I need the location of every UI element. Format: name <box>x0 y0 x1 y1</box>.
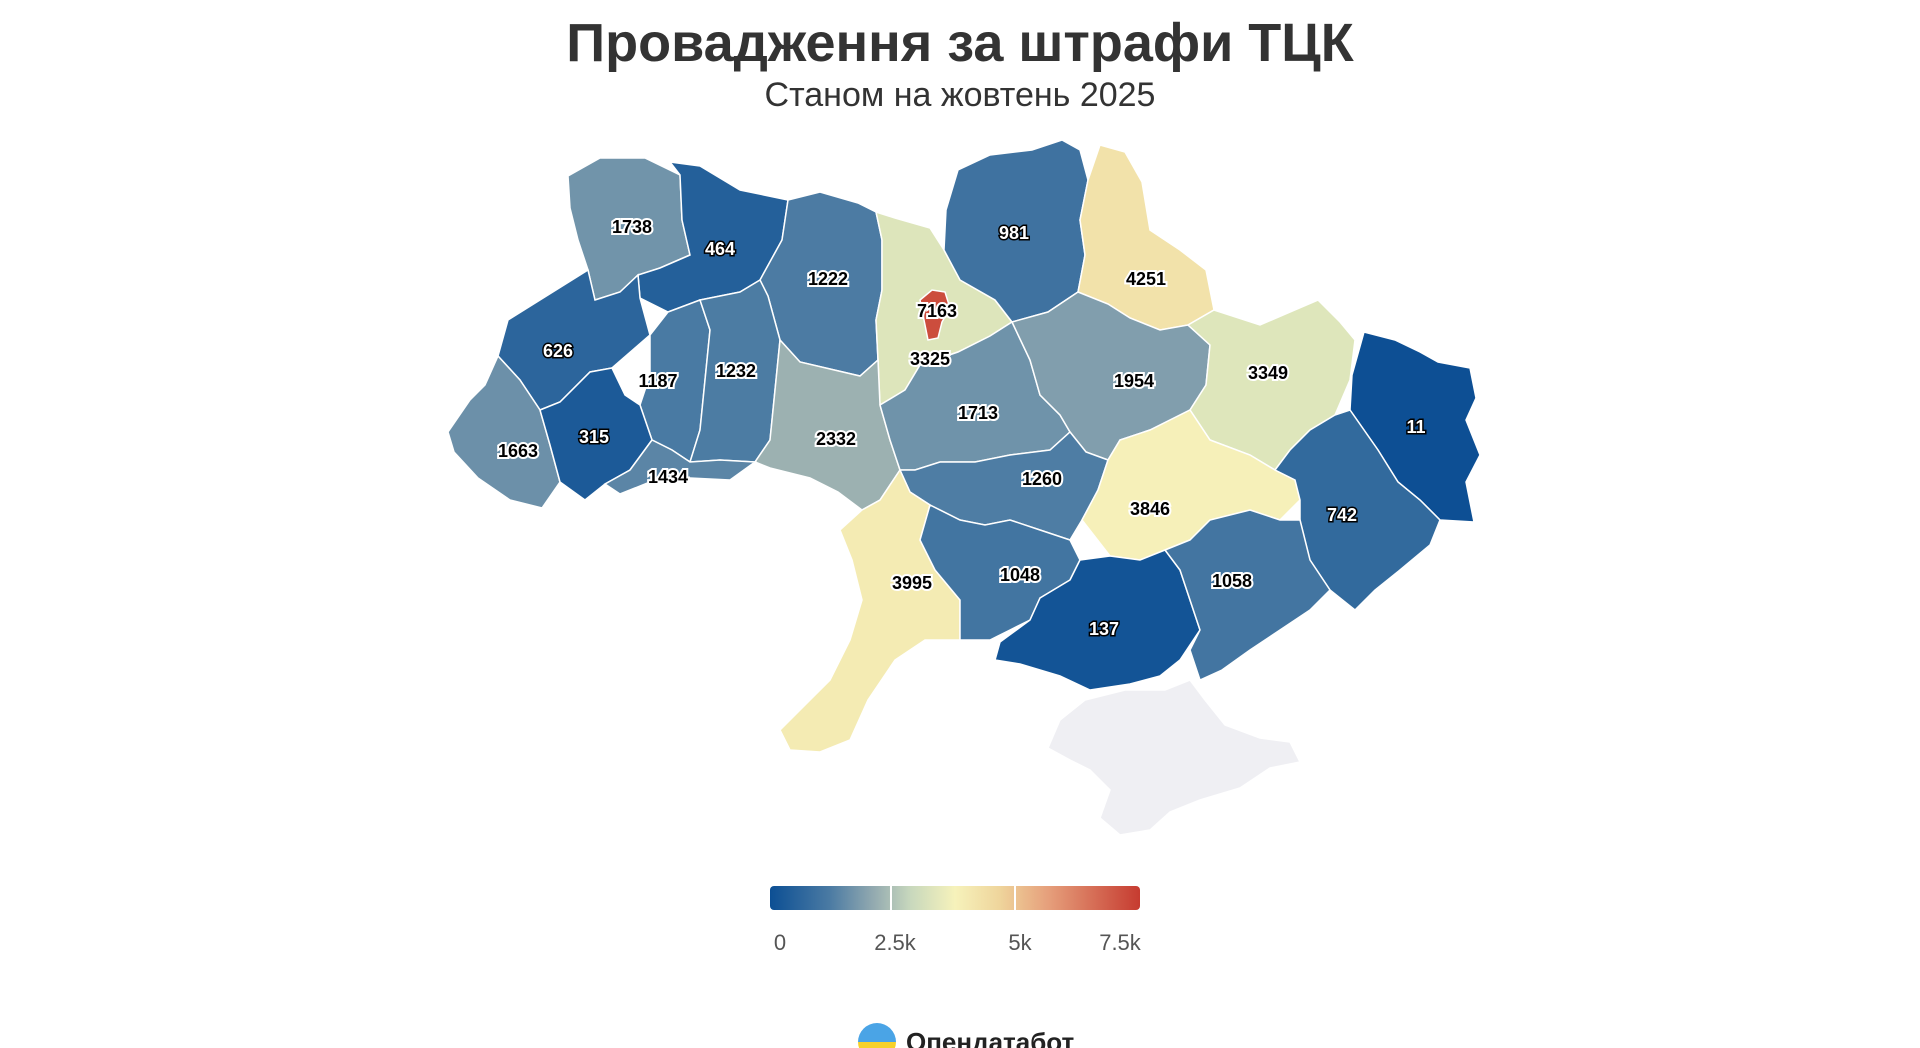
region-label-odesa: 3995 <box>892 573 932 593</box>
region-label-donetsk: 742 <box>1327 505 1357 525</box>
legend-label-0: 0 <box>773 930 787 955</box>
map-title: Провадження за штрафи ТЦК <box>566 13 1354 73</box>
region-label-dnipropetrovsk: 3846 <box>1130 499 1170 519</box>
region-label-zakarpattia: 1663 <box>498 441 538 461</box>
region-label-cherkasy: 1713 <box>958 403 998 423</box>
region-label-sumy: 4251 <box>1126 269 1166 289</box>
region-kherson <box>994 549 1201 691</box>
region-label-kyiv-city: 7163 <box>917 301 957 321</box>
region-label-kherson: 137 <box>1089 619 1119 639</box>
brand-name: Опендатабот <box>906 1026 1075 1048</box>
brand-footer: Опендатабот <box>858 1020 1074 1048</box>
region-label-kyiv-oblast: 3325 <box>910 349 950 369</box>
region-label-kirovohrad: 1260 <box>1022 469 1062 489</box>
region-label-zaporizhzhia: 1058 <box>1212 571 1252 591</box>
region-crimea <box>1047 679 1302 836</box>
legend-tick <box>1014 886 1016 910</box>
opendatabot-logo-icon <box>858 1023 896 1048</box>
region-label-volyn: 1738 <box>612 217 652 237</box>
region-label-kharkiv: 3349 <box>1248 363 1288 383</box>
region-label-ivano-frankivsk: 315 <box>579 427 609 447</box>
region-label-poltava: 1954 <box>1114 371 1154 391</box>
region-zaporizhzhia <box>1163 509 1331 682</box>
legend-color-scale <box>770 886 1140 910</box>
region-label-zhytomyr: 1222 <box>808 269 848 289</box>
legend-label-7500: 7.5k <box>1099 930 1141 955</box>
region-label-khmelnytskyi: 1232 <box>716 361 756 381</box>
legend-tick <box>890 886 892 910</box>
region-chernivtsi <box>603 439 758 495</box>
legend-label-5000: 5k <box>1008 930 1032 955</box>
region-donetsk <box>1273 409 1441 612</box>
region-label-vinnytsia: 2332 <box>816 429 856 449</box>
region-label-mykolaiv: 1048 <box>1000 565 1040 585</box>
region-label-luhansk: 11 <box>1406 417 1425 437</box>
map-subtitle: Станом на жовтень 2025 <box>764 76 1156 114</box>
region-label-rivne: 464 <box>705 239 735 259</box>
region-label-lviv: 626 <box>543 341 573 361</box>
region-label-ternopil: 1187 <box>638 371 677 391</box>
color-legend: 0 2.5k 5k 7.5k <box>770 886 1141 976</box>
legend-label-2500: 2.5k <box>874 930 916 955</box>
region-label-chernihiv: 981 <box>999 223 1029 243</box>
region-kyiv-city <box>919 289 951 341</box>
region-odesa <box>779 468 961 753</box>
region-label-chernivtsi: 1434 <box>648 467 688 487</box>
